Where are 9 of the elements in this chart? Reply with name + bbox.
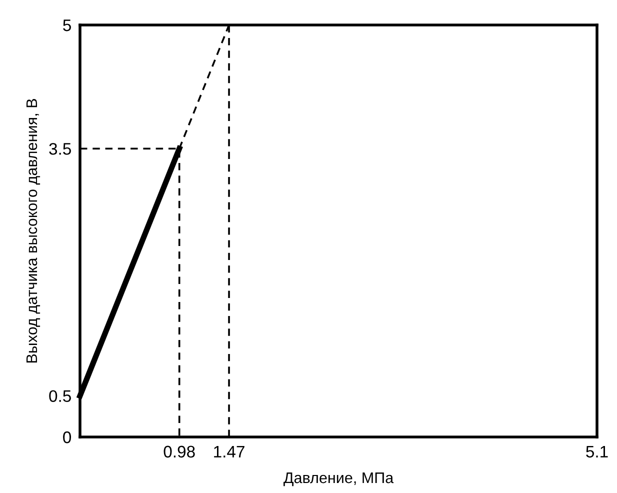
x-tick-label: 5.1 bbox=[586, 446, 608, 458]
x-tick-label: 0.98 bbox=[164, 446, 195, 458]
y-tick-label: 3.5 bbox=[49, 143, 71, 155]
y-tick-label: 0 bbox=[63, 431, 72, 444]
y-tick-label: 5 bbox=[63, 20, 71, 32]
x-axis-title: Давление, МПа bbox=[284, 472, 394, 486]
y-tick-label: 0.5 bbox=[49, 390, 71, 402]
x-tick-label: 1.47 bbox=[214, 446, 244, 458]
y-axis-title: Выход датчика высокого давления, В bbox=[26, 99, 40, 362]
